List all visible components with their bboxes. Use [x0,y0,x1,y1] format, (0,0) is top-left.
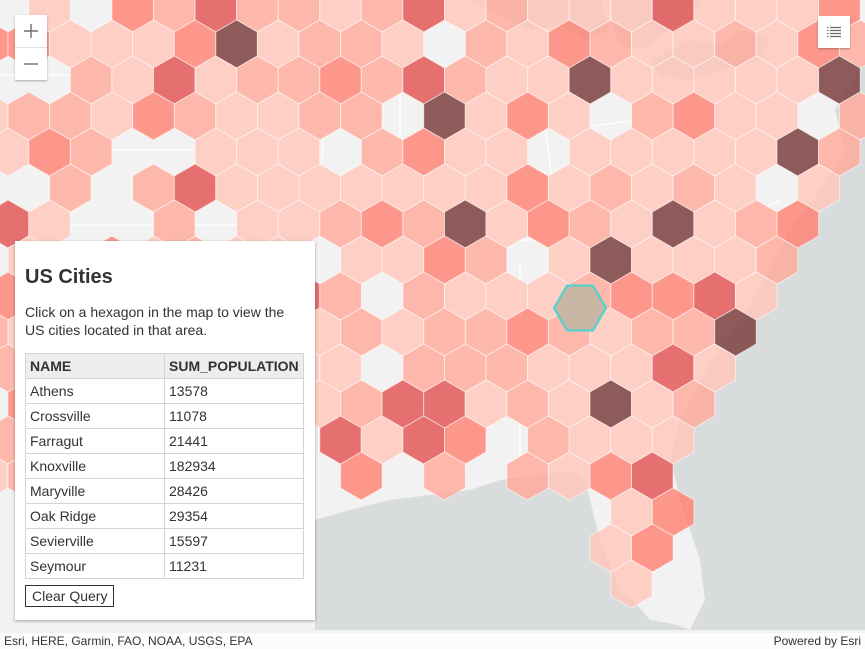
city-name-cell: Knoxville [25,453,165,479]
clear-query-button[interactable]: Clear Query [25,585,115,607]
population-cell: 15597 [164,528,304,554]
table-row[interactable]: Oak Ridge 29354 [25,503,304,529]
city-name-cell: Seymour [25,553,165,579]
table-row[interactable]: Sevierville 15597 [25,528,304,554]
city-name-cell: Maryville [25,478,165,504]
table-row[interactable]: Maryville 28426 [25,478,304,504]
column-header-name[interactable]: NAME [25,353,165,379]
powered-by-esri[interactable]: Powered by Esri [773,634,861,648]
city-name-cell: Sevierville [25,528,165,554]
table-row[interactable]: Athens 13578 [25,378,304,404]
city-name-cell: Farragut [25,428,165,454]
city-name-cell: Crossville [25,403,165,429]
city-name-cell: Athens [25,378,165,404]
table-row[interactable]: Farragut 21441 [25,428,304,454]
table-row[interactable]: Crossville 11078 [25,403,304,429]
population-cell: 13578 [164,378,304,404]
map-attribution: Esri, HERE, Garmin, FAO, NOAA, USGS, EPA… [0,633,865,649]
selected-hexbin[interactable] [552,284,608,332]
population-cell: 11078 [164,403,304,429]
population-cell: 29354 [164,503,304,529]
zoom-out-button[interactable] [15,47,47,80]
population-cell: 28426 [164,478,304,504]
list-icon [827,26,841,38]
city-name-cell: Oak Ridge [25,503,165,529]
table-header-row: NAME SUM_POPULATION [25,353,304,379]
plus-icon [24,24,38,38]
zoom-control [15,15,47,80]
population-cell: 182934 [164,453,304,479]
table-row[interactable]: Seymour 11231 [25,553,304,579]
cities-table: NAME SUM_POPULATION Athens 13578 Crossvil… [25,353,304,579]
panel-title: US Cities [25,266,113,288]
hexbin-cell[interactable] [610,559,653,609]
hexbin-cell[interactable] [423,451,466,501]
column-header-sum-population[interactable]: SUM_POPULATION [164,353,304,379]
us-cities-panel: US Cities Click on a hexagon in the map … [15,241,315,620]
layer-list-button[interactable] [818,16,850,48]
attribution-sources[interactable]: Esri, HERE, Garmin, FAO, NOAA, USGS, EPA [4,634,253,648]
gulf-of-mexico-water [315,470,690,630]
panel-description: Click on a hexagon in the map to view th… [25,304,285,338]
table-row[interactable]: Knoxville 182934 [25,453,304,479]
population-cell: 21441 [164,428,304,454]
minus-icon [24,63,38,65]
population-cell: 11231 [164,553,304,579]
zoom-in-button[interactable] [15,15,47,47]
hexbin-cell[interactable] [340,451,383,501]
